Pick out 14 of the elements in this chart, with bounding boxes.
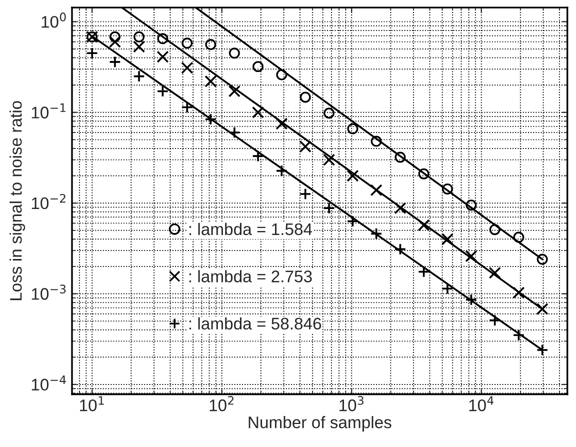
x-tick-label: 10$^{4}$: [469, 396, 494, 412]
y-tick-label: 10$^{0}$: [42, 12, 66, 28]
y-tick-label: 10$^{−3}$: [32, 284, 66, 300]
x-axis-title: Number of samples: [248, 416, 392, 432]
legend-label: : lambda = 2.753: [189, 270, 312, 282]
x-tick-label: 10$^{3}$: [340, 396, 364, 412]
legend-label: : lambda = 1.584: [189, 222, 312, 236]
y-tick-label: 10$^{−4}$: [32, 376, 66, 391]
y-axis-title: Loss in signal to noise ratio: [10, 101, 26, 300]
y-tick-label: 10$^{−1}$: [32, 103, 66, 118]
legend-label: : lambda = 58.846: [189, 317, 322, 330]
x-tick-label: 10$^{1}$: [80, 396, 104, 412]
y-tick-label: 10$^{−2}$: [32, 194, 66, 210]
x-tick-label: 10$^{2}$: [210, 396, 234, 412]
